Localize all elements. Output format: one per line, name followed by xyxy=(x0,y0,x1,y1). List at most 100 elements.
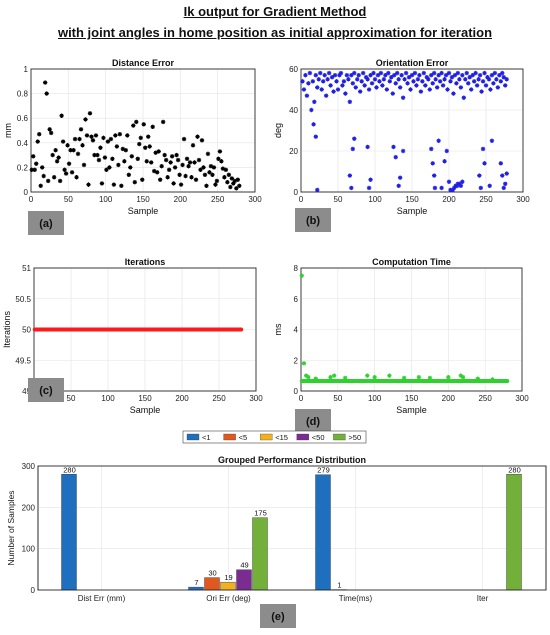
data-point xyxy=(113,133,118,138)
data-point xyxy=(360,70,366,76)
data-point xyxy=(454,183,460,189)
data-point xyxy=(57,178,63,184)
data-point xyxy=(475,376,480,381)
data-point xyxy=(108,136,114,142)
data-point xyxy=(63,171,69,176)
data-point xyxy=(362,83,367,88)
data-point xyxy=(442,159,447,164)
data-point xyxy=(365,373,370,378)
data-point xyxy=(445,87,450,92)
data-point xyxy=(72,136,78,142)
data-point xyxy=(178,182,184,187)
data-point xyxy=(358,89,363,94)
data-point xyxy=(229,176,235,181)
data-point xyxy=(488,87,493,92)
data-point xyxy=(344,72,350,78)
data-point xyxy=(213,182,218,187)
legend-label: <5 xyxy=(239,433,248,442)
chart-title: Computation Time xyxy=(372,257,451,267)
data-point xyxy=(356,72,361,78)
data-point xyxy=(437,79,443,84)
data-point xyxy=(41,173,46,179)
data-point xyxy=(387,79,392,84)
data-point xyxy=(429,146,434,152)
data-point xyxy=(186,163,191,169)
panel-label: (e) xyxy=(260,604,296,628)
data-point xyxy=(366,87,372,92)
data-point xyxy=(368,72,373,78)
data-point xyxy=(418,89,424,94)
data-point xyxy=(87,111,93,116)
data-point xyxy=(119,183,124,189)
data-point xyxy=(460,374,466,380)
x-tick-label: 150 xyxy=(405,195,419,204)
data-point xyxy=(171,181,176,186)
data-point xyxy=(226,172,232,177)
data-point xyxy=(201,165,206,170)
x-tick-label: Ori Err (deg) xyxy=(206,594,251,603)
data-point xyxy=(208,163,214,169)
data-point xyxy=(504,77,509,82)
data-point xyxy=(143,145,148,150)
data-point xyxy=(31,154,36,159)
data-point xyxy=(415,77,421,82)
panel-label-box xyxy=(28,211,64,235)
data-point xyxy=(328,83,333,88)
data-point xyxy=(393,154,398,160)
data-point xyxy=(337,72,342,78)
x-tick-label: 150 xyxy=(405,394,419,403)
data-point xyxy=(312,99,317,104)
data-point xyxy=(408,87,413,92)
plot-border xyxy=(300,68,524,193)
data-point xyxy=(446,70,452,76)
data-point xyxy=(489,72,495,78)
data-point xyxy=(65,143,70,148)
data-point xyxy=(432,70,437,76)
data-point xyxy=(141,122,146,127)
data-point xyxy=(458,373,464,378)
data-point xyxy=(338,70,344,76)
data-point xyxy=(180,162,185,168)
data-point xyxy=(389,75,394,80)
data-point xyxy=(464,70,469,76)
bar xyxy=(204,577,220,591)
data-point xyxy=(313,376,318,381)
data-point xyxy=(303,72,308,78)
data-point xyxy=(59,113,64,118)
y-tick-label: 49 xyxy=(22,387,31,396)
data-point xyxy=(463,77,468,82)
bar-value-label: 30 xyxy=(208,569,216,578)
data-point xyxy=(399,72,404,78)
data-point xyxy=(329,75,335,80)
x-axis-label: Sample xyxy=(396,405,427,415)
data-point xyxy=(417,72,422,78)
legend-label: <15 xyxy=(275,433,288,442)
panel-label: (b) xyxy=(295,208,331,232)
x-tick-label: 0 xyxy=(299,394,304,403)
data-point xyxy=(457,181,462,186)
data-point xyxy=(306,81,311,86)
y-tick-label: 49.5 xyxy=(15,356,31,365)
data-point xyxy=(482,70,487,76)
data-point xyxy=(154,170,160,175)
x-tick-label: 200 xyxy=(175,394,189,403)
data-point xyxy=(498,79,503,84)
bar-value-label: 49 xyxy=(240,561,248,570)
data-point xyxy=(352,136,357,141)
y-tick-label: 0.8 xyxy=(17,90,29,99)
data-point xyxy=(47,127,52,132)
data-point xyxy=(68,147,73,153)
data-point xyxy=(396,183,401,189)
legend-label: <1 xyxy=(202,433,211,442)
data-point xyxy=(429,72,434,78)
data-point xyxy=(318,70,323,76)
panel-label-box xyxy=(295,409,331,433)
panel-label-text: (c) xyxy=(39,385,53,397)
data-point xyxy=(310,79,316,84)
data-point xyxy=(77,136,82,142)
data-point xyxy=(137,141,142,147)
x-tick-label: 300 xyxy=(516,195,530,204)
data-point xyxy=(409,72,415,78)
data-point xyxy=(374,85,379,90)
